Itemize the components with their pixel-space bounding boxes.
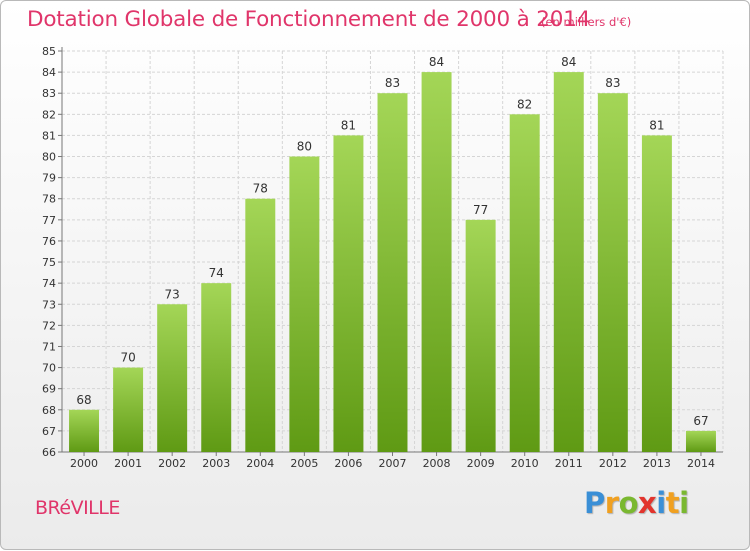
y-tick-label: 71 <box>42 340 56 353</box>
town-name: BRéVILLE <box>35 497 120 519</box>
bar-2005 <box>289 156 320 453</box>
y-tick-label: 77 <box>42 214 56 227</box>
y-tick-label: 74 <box>42 277 56 290</box>
logo-letter: x <box>638 486 657 520</box>
y-tick-label: 84 <box>42 66 56 79</box>
bar-value-label: 83 <box>605 76 620 90</box>
y-tick-label: 70 <box>42 362 56 375</box>
y-tick-label: 68 <box>42 404 56 417</box>
proxiti-logo: Proxiti <box>584 486 689 520</box>
bar-2006 <box>333 135 364 452</box>
y-tick-label: 83 <box>42 87 56 100</box>
logo-letter: r <box>604 486 619 520</box>
bar-value-label: 74 <box>209 266 224 280</box>
y-tick-label: 80 <box>42 151 56 164</box>
data-labels: 68 70 73 74 78 80 81 83 84 77 82 84 83 81 67 <box>76 55 708 428</box>
y-tick-label: 85 <box>42 45 56 58</box>
bar-value-label: 81 <box>341 118 356 132</box>
x-tick-label: 2007 <box>379 457 407 470</box>
y-tick-label: 73 <box>42 298 56 311</box>
x-tick-label: 2012 <box>599 457 627 470</box>
bar-2003 <box>201 283 232 452</box>
y-tick-label: 75 <box>42 256 56 269</box>
x-tick-label: 2004 <box>246 457 274 470</box>
x-tick-label: 2011 <box>555 457 583 470</box>
y-tick-label: 78 <box>42 193 56 206</box>
bars <box>69 72 716 453</box>
bar-value-label: 73 <box>165 287 180 301</box>
bar-value-label: 81 <box>649 118 664 132</box>
x-tick-label: 2014 <box>687 457 715 470</box>
y-tick-label: 69 <box>42 383 56 396</box>
y-tick-label: 81 <box>42 129 56 142</box>
bar-value-label: 77 <box>473 203 488 217</box>
x-tick-label: 2008 <box>423 457 451 470</box>
y-tick-label: 67 <box>42 425 56 438</box>
y-tick-label: 66 <box>42 446 56 459</box>
bar-value-label: 84 <box>429 55 444 69</box>
bar-2008 <box>421 72 452 453</box>
axes: 66 67 68 69 70 71 72 73 74 75 76 77 78 79 80 81 82 83 84 85… <box>42 45 723 470</box>
chart-subtitle: (en milliers d'€) <box>541 15 632 29</box>
bar-value-label: 68 <box>76 393 91 407</box>
x-tick-label: 2005 <box>290 457 318 470</box>
x-tick-label: 2006 <box>334 457 362 470</box>
x-tick-label: 2000 <box>70 457 98 470</box>
x-tick-label: 2002 <box>158 457 186 470</box>
bar-value-label: 84 <box>561 55 576 69</box>
bar-value-label: 70 <box>120 351 135 365</box>
bar-2011 <box>553 72 584 453</box>
bar-2013 <box>641 135 672 452</box>
x-tick-label: 2003 <box>202 457 230 470</box>
bar-value-label: 80 <box>297 140 312 154</box>
y-tick-label: 72 <box>42 319 56 332</box>
bar-value-label: 67 <box>693 414 708 428</box>
y-tick-label: 82 <box>42 108 56 121</box>
bar-2007 <box>377 93 408 453</box>
bar-2004 <box>245 198 276 452</box>
logo-letter: P <box>584 486 605 520</box>
logo-letter: o <box>618 486 639 520</box>
bar-2009 <box>465 219 496 452</box>
bar-2000 <box>69 409 100 452</box>
x-tick-label: 2010 <box>511 457 539 470</box>
bar-value-label: 82 <box>517 97 532 111</box>
x-tick-label: 2001 <box>114 457 142 470</box>
chart-title: Dotation Globale de Fonctionnement de 20… <box>27 7 591 32</box>
bar-2012 <box>597 93 628 453</box>
bar-2002 <box>157 304 188 452</box>
logo-letter: i <box>656 486 666 520</box>
x-tick-label: 2013 <box>643 457 671 470</box>
y-tick-label: 79 <box>42 172 56 185</box>
logo-letter: i <box>679 486 689 520</box>
bar-value-label: 78 <box>253 182 268 196</box>
logo-letter: t <box>665 486 680 520</box>
y-tick-label: 76 <box>42 235 56 248</box>
x-tick-label: 2009 <box>467 457 495 470</box>
bar-2010 <box>509 114 540 452</box>
bar-2001 <box>113 367 144 452</box>
bar-2014 <box>685 430 716 452</box>
bar-value-label: 83 <box>385 76 400 90</box>
